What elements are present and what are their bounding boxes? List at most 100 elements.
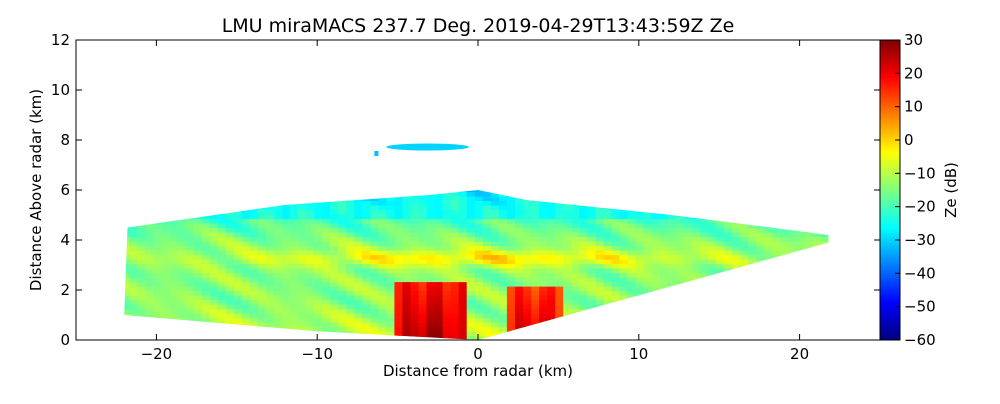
reflectivity-cell bbox=[129, 281, 138, 287]
reflectivity-cell bbox=[523, 259, 532, 265]
reflectivity-cell bbox=[193, 259, 202, 265]
reflectivity-cell bbox=[474, 268, 484, 274]
reflectivity-cell bbox=[587, 223, 596, 229]
reflectivity-cell bbox=[603, 259, 612, 265]
reflectivity-cell bbox=[434, 236, 444, 242]
reflectivity-cell bbox=[603, 295, 612, 301]
reflectivity-cell bbox=[515, 209, 524, 215]
reflectivity-cell bbox=[378, 290, 387, 296]
reflectivity-cell bbox=[450, 209, 460, 215]
reflectivity-cell bbox=[185, 259, 194, 265]
reflectivity-cell bbox=[691, 241, 701, 247]
reflectivity-cell bbox=[434, 304, 444, 310]
reflectivity-cell bbox=[338, 313, 347, 319]
reflectivity-cell bbox=[281, 250, 291, 256]
reflectivity-cell bbox=[362, 295, 371, 301]
reflectivity-cell bbox=[683, 254, 693, 260]
reflectivity-cell bbox=[466, 326, 476, 332]
reflectivity-cell bbox=[161, 223, 170, 229]
reflectivity-cell bbox=[764, 250, 773, 256]
reflectivity-cell bbox=[587, 241, 596, 247]
reflectivity-cell bbox=[716, 268, 725, 274]
reflectivity-cell bbox=[297, 209, 307, 215]
reflectivity-cell bbox=[289, 308, 299, 314]
reflectivity-cell bbox=[217, 263, 227, 269]
reflectivity-cell bbox=[145, 277, 154, 283]
reflectivity-cell bbox=[426, 281, 436, 287]
reflectivity-cell bbox=[547, 299, 556, 305]
reflectivity-cell bbox=[683, 232, 693, 238]
reflectivity-cell bbox=[305, 290, 315, 296]
reflectivity-cell bbox=[354, 227, 363, 233]
reflectivity-cell bbox=[579, 241, 588, 247]
reflectivity-cell bbox=[523, 272, 532, 278]
reflectivity-cell bbox=[466, 241, 476, 247]
reflectivity-cell bbox=[619, 209, 629, 215]
reflectivity-cell bbox=[153, 272, 162, 278]
reflectivity-cell bbox=[434, 218, 444, 224]
reflectivity-cell bbox=[249, 232, 259, 238]
reflectivity-cell bbox=[651, 232, 661, 238]
reflectivity-cell bbox=[418, 250, 428, 256]
reflectivity-cell bbox=[297, 218, 307, 224]
reflectivity-cell bbox=[145, 295, 154, 301]
reflectivity-cell bbox=[378, 227, 387, 233]
reflectivity-cell bbox=[643, 254, 653, 260]
reflectivity-cell bbox=[482, 272, 492, 278]
reflectivity-cell bbox=[410, 241, 420, 247]
reflectivity-cell bbox=[249, 214, 259, 220]
reflectivity-cell bbox=[442, 326, 452, 332]
reflectivity-cell bbox=[201, 299, 210, 305]
reflectivity-cell bbox=[563, 295, 572, 301]
reflectivity-cell bbox=[595, 218, 604, 224]
reflectivity-cell bbox=[330, 232, 339, 238]
reflectivity-cell bbox=[129, 308, 138, 314]
reflectivity-cell bbox=[249, 272, 259, 278]
reflectivity-cell bbox=[442, 299, 452, 305]
reflectivity-cell bbox=[579, 299, 588, 305]
reflectivity-cell bbox=[330, 245, 339, 251]
reflectivity-cell bbox=[458, 335, 468, 340]
reflectivity-cell bbox=[322, 223, 331, 229]
reflectivity-cell bbox=[386, 272, 395, 278]
reflectivity-cell bbox=[153, 268, 162, 274]
x-tick-label: 20 bbox=[790, 345, 809, 363]
reflectivity-cell bbox=[490, 263, 500, 269]
reflectivity-cell bbox=[699, 272, 709, 278]
reflectivity-cell bbox=[322, 317, 331, 323]
reflectivity-cell bbox=[249, 209, 259, 215]
reflectivity-cell bbox=[796, 241, 805, 247]
reflectivity-cell bbox=[579, 277, 588, 283]
reflectivity-cell bbox=[370, 214, 379, 220]
reflectivity-cell bbox=[675, 241, 685, 247]
y-tick-label: 0 bbox=[60, 331, 70, 349]
reflectivity-cell bbox=[571, 290, 580, 296]
reflectivity-cell bbox=[635, 214, 645, 220]
reflectivity-cell bbox=[579, 214, 588, 220]
reflectivity-cell bbox=[265, 209, 275, 215]
reflectivity-cell bbox=[675, 254, 685, 260]
reflectivity-cell bbox=[683, 272, 693, 278]
reflectivity-cell bbox=[314, 268, 323, 274]
reflectivity-cell bbox=[322, 268, 331, 274]
reflectivity-cell bbox=[490, 308, 500, 314]
reflectivity-cell bbox=[153, 232, 162, 238]
reflectivity-cell bbox=[482, 245, 492, 251]
reflectivity-cell bbox=[595, 214, 604, 220]
reflectivity-cell bbox=[667, 214, 677, 220]
reflectivity-cell bbox=[233, 308, 243, 314]
reflectivity-cell bbox=[273, 232, 283, 238]
reflectivity-cell bbox=[595, 277, 604, 283]
reflectivity-cell bbox=[555, 299, 564, 305]
reflectivity-cell bbox=[426, 259, 436, 265]
reflectivity-cell bbox=[539, 200, 548, 206]
reflectivity-cell bbox=[386, 308, 395, 314]
reflectivity-cell bbox=[699, 227, 709, 233]
reflectivity-cell bbox=[281, 272, 291, 278]
reflectivity-cell bbox=[603, 290, 612, 296]
reflectivity-cell bbox=[675, 227, 685, 233]
reflectivity-cell bbox=[185, 286, 194, 292]
reflectivity-cell bbox=[458, 200, 468, 206]
reflectivity-cell bbox=[458, 232, 468, 238]
reflectivity-cell bbox=[137, 227, 146, 233]
